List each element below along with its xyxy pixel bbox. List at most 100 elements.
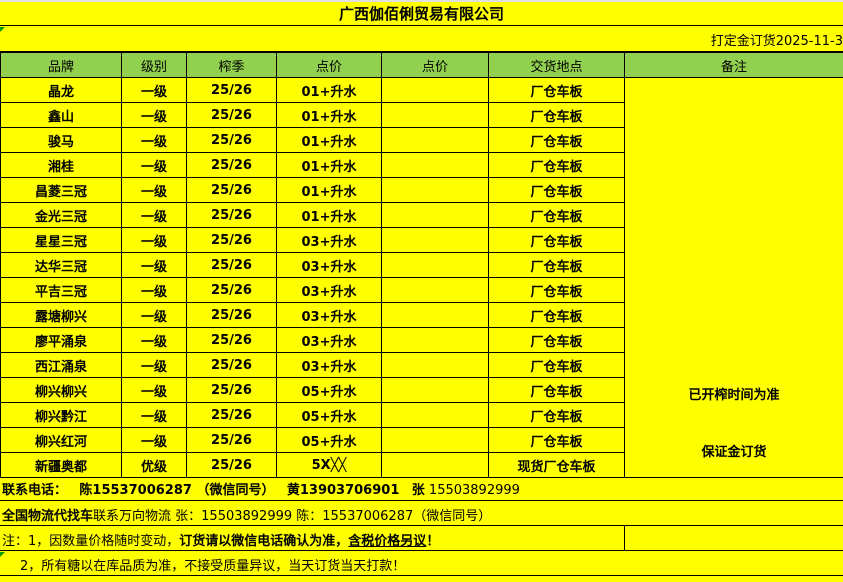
cell-season[interactable]: 25/26	[187, 153, 277, 178]
cell-price-2[interactable]	[382, 128, 489, 153]
cell-brand[interactable]: 西江涌泉	[1, 353, 122, 378]
cell-price-2[interactable]	[382, 78, 489, 103]
cell-brand[interactable]: 廖平涌泉	[1, 328, 122, 353]
header-delivery[interactable]: 交货地点	[489, 53, 625, 78]
cell-grade[interactable]: 一级	[122, 203, 187, 228]
cell-season[interactable]: 25/26	[187, 403, 277, 428]
cell-brand[interactable]: 平吉三冠	[1, 278, 122, 303]
cell-brand[interactable]: 星星三冠	[1, 228, 122, 253]
cell-price[interactable]: 5X╳╳	[277, 453, 382, 478]
cell-season[interactable]: 25/26	[187, 278, 277, 303]
cell-grade[interactable]: 一级	[122, 103, 187, 128]
cell-brand[interactable]: 鑫山	[1, 103, 122, 128]
remark-cell[interactable]: 已开榨时间为准保证金订货	[625, 78, 843, 478]
cell-grade[interactable]: 一级	[122, 328, 187, 353]
cell-price-2[interactable]	[382, 328, 489, 353]
cell-delivery[interactable]: 厂仓车板	[489, 253, 625, 278]
header-price-2[interactable]: 点价	[382, 53, 489, 78]
cell-delivery[interactable]: 厂仓车板	[489, 128, 625, 153]
cell-delivery[interactable]: 厂仓车板	[489, 103, 625, 128]
cell-season[interactable]: 25/26	[187, 378, 277, 403]
cell-delivery[interactable]: 厂仓车板	[489, 303, 625, 328]
cell-delivery[interactable]: 厂仓车板	[489, 403, 625, 428]
cell-price[interactable]: 03+升水	[277, 278, 382, 303]
cell-season[interactable]: 25/26	[187, 303, 277, 328]
cell-price-2[interactable]	[382, 103, 489, 128]
cell-price-2[interactable]	[382, 153, 489, 178]
cell-season[interactable]: 25/26	[187, 428, 277, 453]
header-brand[interactable]: 品牌	[1, 53, 122, 78]
cell-brand[interactable]: 柳兴黔江	[1, 403, 122, 428]
header-price[interactable]: 点价	[277, 53, 382, 78]
cell-season[interactable]: 25/26	[187, 328, 277, 353]
cell-price[interactable]: 03+升水	[277, 353, 382, 378]
cell-price[interactable]: 03+升水	[277, 328, 382, 353]
cell-price-2[interactable]	[382, 378, 489, 403]
header-remark[interactable]: 备注	[625, 53, 843, 78]
cell-grade[interactable]: 一级	[122, 128, 187, 153]
cell-delivery[interactable]: 厂仓车板	[489, 78, 625, 103]
cell-price-2[interactable]	[382, 453, 489, 478]
cell-grade[interactable]: 一级	[122, 278, 187, 303]
cell-price-2[interactable]	[382, 178, 489, 203]
cell-season[interactable]: 25/26	[187, 178, 277, 203]
cell-delivery[interactable]: 厂仓车板	[489, 378, 625, 403]
cell-delivery[interactable]: 厂仓车板	[489, 203, 625, 228]
cell-price[interactable]: 03+升水	[277, 303, 382, 328]
cell-delivery[interactable]: 厂仓车板	[489, 278, 625, 303]
cell-grade[interactable]: 一级	[122, 428, 187, 453]
cell-season[interactable]: 25/26	[187, 453, 277, 478]
cell-grade[interactable]: 一级	[122, 178, 187, 203]
cell-brand[interactable]: 晶龙	[1, 78, 122, 103]
cell-grade[interactable]: 一级	[122, 303, 187, 328]
cell-brand[interactable]: 柳兴红河	[1, 428, 122, 453]
cell-delivery[interactable]: 现货厂仓车板	[489, 453, 625, 478]
cell-brand[interactable]: 新疆奥都	[1, 453, 122, 478]
cell-delivery[interactable]: 厂仓车板	[489, 228, 625, 253]
cell-price[interactable]: 03+升水	[277, 253, 382, 278]
cell-grade[interactable]: 一级	[122, 253, 187, 278]
header-grade[interactable]: 级别	[122, 53, 187, 78]
cell-grade[interactable]: 一级	[122, 378, 187, 403]
cell-season[interactable]: 25/26	[187, 228, 277, 253]
cell-price[interactable]: 01+升水	[277, 178, 382, 203]
cell-price[interactable]: 01+升水	[277, 203, 382, 228]
cell-grade[interactable]: 一级	[122, 403, 187, 428]
cell-price-2[interactable]	[382, 228, 489, 253]
cell-price[interactable]: 05+升水	[277, 403, 382, 428]
cell-price-2[interactable]	[382, 203, 489, 228]
cell-brand[interactable]: 湘桂	[1, 153, 122, 178]
cell-grade[interactable]: 一级	[122, 153, 187, 178]
cell-grade[interactable]: 一级	[122, 78, 187, 103]
cell-price[interactable]: 05+升水	[277, 378, 382, 403]
cell-price[interactable]: 01+升水	[277, 128, 382, 153]
cell-grade[interactable]: 一级	[122, 353, 187, 378]
cell-price-2[interactable]	[382, 278, 489, 303]
cell-price[interactable]: 01+升水	[277, 78, 382, 103]
cell-grade[interactable]: 一级	[122, 228, 187, 253]
cell-brand[interactable]: 金光三冠	[1, 203, 122, 228]
cell-season[interactable]: 25/26	[187, 103, 277, 128]
cell-price-2[interactable]	[382, 253, 489, 278]
cell-season[interactable]: 25/26	[187, 128, 277, 153]
cell-price[interactable]: 03+升水	[277, 228, 382, 253]
cell-season[interactable]: 25/26	[187, 253, 277, 278]
cell-brand[interactable]: 昌菱三冠	[1, 178, 122, 203]
cell-price-2[interactable]	[382, 428, 489, 453]
cell-price[interactable]: 05+升水	[277, 428, 382, 453]
cell-price-2[interactable]	[382, 403, 489, 428]
cell-grade[interactable]: 优级	[122, 453, 187, 478]
cell-season[interactable]: 25/26	[187, 353, 277, 378]
cell-brand[interactable]: 骏马	[1, 128, 122, 153]
cell-delivery[interactable]: 厂仓车板	[489, 428, 625, 453]
cell-season[interactable]: 25/26	[187, 203, 277, 228]
cell-brand[interactable]: 柳兴柳兴	[1, 378, 122, 403]
cell-delivery[interactable]: 厂仓车板	[489, 328, 625, 353]
cell-price-2[interactable]	[382, 353, 489, 378]
cell-price[interactable]: 01+升水	[277, 153, 382, 178]
cell-delivery[interactable]: 厂仓车板	[489, 153, 625, 178]
cell-delivery[interactable]: 厂仓车板	[489, 353, 625, 378]
cell-price[interactable]: 01+升水	[277, 103, 382, 128]
cell-price-2[interactable]	[382, 303, 489, 328]
cell-delivery[interactable]: 厂仓车板	[489, 178, 625, 203]
